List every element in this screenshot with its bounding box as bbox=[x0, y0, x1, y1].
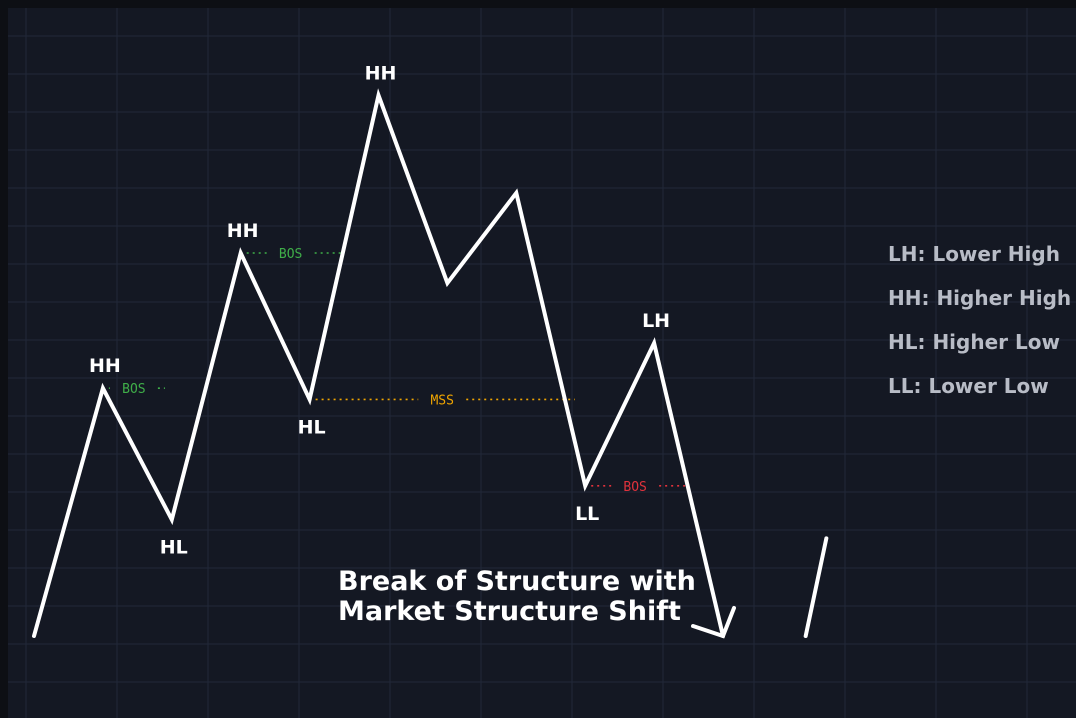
price-series bbox=[32, 88, 829, 639]
level-label-mss: MSS bbox=[430, 393, 453, 408]
legend: LH: Lower High HH: Higher High HL: Highe… bbox=[888, 242, 1071, 398]
plot-background bbox=[8, 8, 1076, 718]
point-label-hh: HH bbox=[365, 62, 397, 84]
arrow-head bbox=[691, 606, 736, 639]
point-label-hh: HH bbox=[89, 355, 121, 377]
chart-title-line-1: Break of Structure with bbox=[338, 566, 696, 597]
legend-item-hh: HH: Higher High bbox=[888, 286, 1071, 310]
legend-item-lh: LH: Lower High bbox=[888, 242, 1060, 266]
level-lines: BOS BOS MSS BOS bbox=[102, 247, 686, 495]
level-label-bos: BOS bbox=[122, 382, 145, 397]
point-label-hl: HL bbox=[298, 416, 326, 438]
level-label-bos: BOS bbox=[623, 480, 646, 495]
chart-title: Break of Structure with Market Structure… bbox=[338, 566, 696, 627]
legend-item-hl: HL: Higher Low bbox=[888, 330, 1060, 354]
grid-lines bbox=[8, 8, 1076, 718]
point-label-hl: HL bbox=[160, 537, 188, 559]
price-line-trailing bbox=[803, 536, 829, 638]
point-label-hh: HH bbox=[227, 220, 259, 242]
point-label-ll: LL bbox=[575, 503, 599, 525]
point-labels: HH HL HH HL HH LL LH bbox=[89, 62, 670, 558]
chart-title-line-2: Market Structure Shift bbox=[338, 596, 681, 627]
price-line bbox=[32, 88, 725, 638]
legend-item-ll: LL: Lower Low bbox=[888, 374, 1049, 398]
level-label-bos: BOS bbox=[279, 247, 302, 262]
point-label-lh: LH bbox=[642, 310, 670, 332]
